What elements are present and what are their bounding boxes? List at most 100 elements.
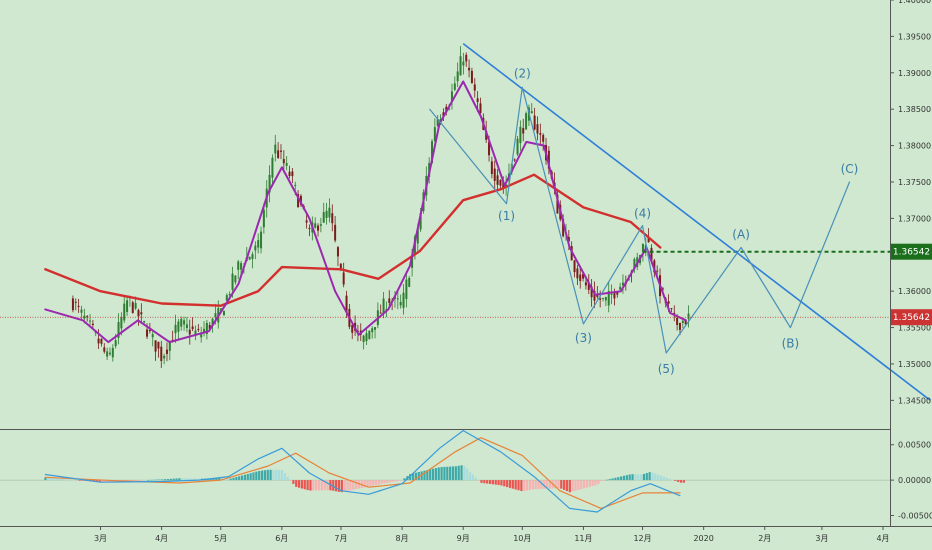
histogram-bar-negative: [377, 480, 380, 485]
candle-up-body: [602, 297, 605, 299]
candle-up-body: [89, 320, 92, 322]
candle-down-body: [468, 67, 471, 71]
histogram-bar-positive: [55, 478, 58, 481]
histogram-bar-positive: [50, 478, 53, 481]
candle-down-body: [339, 263, 342, 269]
candle-up-body: [319, 224, 322, 226]
candle-up-body: [436, 119, 439, 126]
time-axis[interactable]: 3月 4月 5月 6月 7月 8月 9月 10月 11月 12月 2020 2月 3月 4月: [0, 526, 932, 543]
histogram-bar-negative: [480, 480, 483, 483]
wave-label: (C): [841, 162, 859, 176]
histogram-bar-negative: [372, 480, 375, 486]
candle-down-body: [567, 236, 570, 242]
candle-up-body: [260, 231, 263, 249]
downtrend-line[interactable]: [462, 43, 931, 401]
candle-down-body: [584, 282, 587, 286]
histogram-bar-negative: [494, 480, 497, 485]
candle-down-body: [74, 301, 77, 303]
histogram-bar-negative: [104, 480, 107, 482]
histogram-bar-positive: [611, 478, 614, 481]
candle-down-body: [291, 171, 294, 177]
histogram-bar-positive: [468, 471, 472, 481]
histogram-bar-negative: [563, 480, 566, 490]
candle-down-body: [442, 112, 445, 117]
wave-label: (A): [732, 227, 750, 241]
histogram-bar-positive: [198, 478, 201, 481]
histogram-bar-positive: [654, 473, 657, 481]
histogram-bar-negative: [537, 480, 540, 489]
wave-label: (3): [575, 331, 592, 345]
candle-down-body: [593, 290, 596, 301]
candle-up-body: [120, 317, 123, 329]
macd-pane[interactable]: [0, 430, 890, 513]
histogram-bar-negative: [98, 480, 101, 483]
level-price-tag-text: 1.36542: [893, 248, 930, 258]
candle-down-body: [573, 260, 576, 273]
histogram-bar-positive: [628, 474, 631, 481]
histogram-bar-positive: [443, 466, 446, 481]
candle-up-body: [225, 295, 228, 301]
histogram-bar-negative: [366, 480, 369, 487]
histogram-bar-positive: [215, 477, 218, 481]
candle-down-body: [616, 292, 619, 295]
histogram-bar-negative: [289, 480, 292, 481]
histogram-bar-negative: [400, 480, 403, 481]
macd-tick-label: 0.00500: [898, 441, 931, 450]
histogram-bar-negative: [525, 480, 529, 491]
histogram-bar-negative: [306, 480, 309, 491]
histogram-bar-negative: [315, 480, 318, 491]
candle-down-body: [613, 292, 616, 299]
candle-down-body: [77, 305, 80, 307]
price-axis[interactable]: 1.40000 1.39500 1.39000 1.38500 1.38000 1.375…: [890, 0, 932, 526]
histogram-bar-negative: [132, 480, 135, 481]
candle-down-body: [146, 329, 149, 337]
histogram-bar-positive: [144, 480, 147, 481]
candle-up-body: [325, 210, 328, 218]
histogram-bar-negative: [340, 480, 343, 493]
candle-up-body: [111, 347, 114, 358]
candle-down-body: [647, 237, 650, 243]
wave-label: (2): [514, 66, 531, 80]
histogram-bar-positive: [620, 476, 623, 481]
candle-up-body: [365, 333, 368, 342]
level-price-tag-box: [891, 243, 932, 260]
time-tick-label: 9月: [457, 534, 470, 543]
elliott-wave-path[interactable]: [429, 86, 851, 354]
candle-up-body: [641, 243, 644, 252]
wave-label: (1): [498, 209, 515, 223]
histogram-bar-positive: [164, 479, 167, 481]
histogram-bar-negative: [591, 480, 594, 487]
histogram-bar-positive: [218, 477, 221, 481]
histogram-bar-positive: [169, 478, 172, 481]
histogram-bar-positive: [186, 478, 190, 481]
candle-up-body: [619, 286, 622, 290]
main-pane[interactable]: (1) (2) (3) (4) (5) (A) (B) (C): [0, 43, 931, 401]
histogram-bar-negative: [508, 480, 512, 488]
histogram-bar-positive: [446, 466, 449, 481]
histogram-bar-negative: [346, 480, 349, 491]
candle-up-body: [194, 330, 197, 335]
candle-up-body: [214, 313, 217, 318]
wave-labels: (1) (2) (3) (4) (5) (A) (B) (C): [498, 66, 858, 376]
histogram-bar-negative: [585, 480, 589, 488]
candle-down-body: [656, 270, 659, 272]
candle-up-body: [374, 327, 377, 330]
candle-up-body: [222, 311, 225, 316]
histogram-bar-positive: [152, 479, 155, 481]
histogram-bar-positive: [64, 479, 67, 481]
candle-up-body: [621, 282, 624, 286]
histogram-bar-positive: [278, 469, 281, 481]
histogram-bar-positive: [466, 468, 469, 481]
candle-down-body: [91, 323, 94, 326]
histogram-bar-negative: [531, 480, 534, 490]
histogram-bar-positive: [454, 466, 457, 481]
candle-down-body: [547, 150, 550, 169]
candle-down-body: [522, 128, 525, 134]
candle-up-body: [633, 258, 636, 269]
histogram-bar-negative: [309, 480, 312, 491]
histogram-bar-negative: [674, 480, 677, 481]
histogram-bar-negative: [486, 480, 489, 484]
histogram-bar-positive: [474, 477, 477, 481]
candle-up-body: [294, 184, 297, 186]
candle-down-body: [188, 329, 191, 335]
